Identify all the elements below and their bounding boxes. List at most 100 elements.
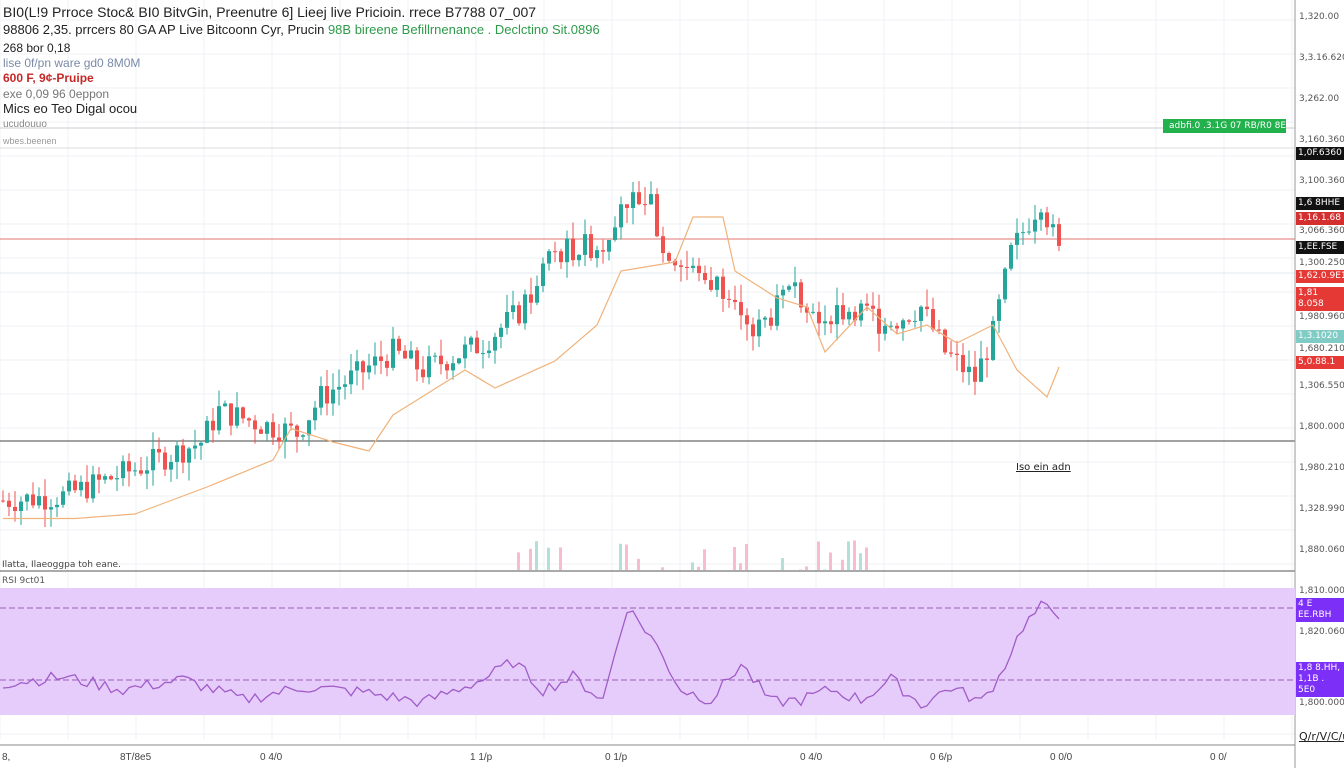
time-axis-label: 0 0/0: [1050, 752, 1073, 763]
candle-body: [283, 423, 287, 442]
price-axis-label: 1,800.000: [1299, 698, 1344, 708]
candle-body: [223, 403, 227, 407]
price-tag: 1,81 8.058: [1296, 287, 1344, 311]
chart-title: BI0(L!9 Prroce Stoc& BI0 BitvGin, Preenu…: [3, 4, 537, 20]
candle-body: [811, 311, 815, 313]
candle-body: [1015, 232, 1019, 245]
candle-body: [151, 448, 155, 471]
candle-body: [85, 481, 89, 499]
candle-body: [781, 289, 785, 296]
candle-body: [55, 504, 59, 508]
price-tag: 1,8 8.HH, 1,1B . 5E0: [1296, 662, 1344, 697]
price-axis-label: 1,880.060: [1299, 545, 1344, 555]
settings-button[interactable]: Q/r/V/C/u: [1299, 730, 1344, 743]
candle-body: [307, 420, 311, 436]
candle-body: [961, 355, 965, 373]
volume-bar: [847, 541, 850, 570]
candle-body: [535, 286, 539, 303]
rsi-label: RSI 9ct01: [2, 576, 46, 586]
volume-bar: [805, 566, 808, 570]
candle-body: [577, 254, 581, 261]
candle-body: [1045, 212, 1049, 228]
mid-label: Iso ein adn: [1016, 462, 1071, 473]
candle-body: [373, 356, 377, 366]
volume-bar: [829, 552, 832, 570]
candle-body: [1057, 224, 1061, 246]
candle-body: [991, 320, 995, 360]
price-axis-label: 3,160.360: [1299, 135, 1344, 145]
price-axis-label: 3,100.360: [1299, 176, 1344, 186]
candle-body: [517, 305, 521, 324]
candle-body: [757, 319, 761, 337]
candle-body: [211, 420, 215, 431]
candle-body: [349, 370, 353, 385]
price-axis-label: 1,810.000: [1299, 586, 1344, 596]
candle-body: [835, 305, 839, 325]
candle-body: [127, 461, 131, 472]
candle-body: [277, 437, 281, 442]
price-tag: 1,6 8HHE: [1296, 197, 1344, 210]
candle-body: [979, 358, 983, 382]
candle-body: [121, 461, 125, 479]
candle-body: [703, 273, 707, 281]
candle-body: [565, 238, 569, 263]
volume-bar: [529, 548, 532, 570]
candle-body: [583, 234, 587, 255]
candle-body: [247, 418, 251, 421]
candle-body: [175, 445, 179, 462]
candle-body: [1021, 232, 1025, 234]
candle-body: [433, 355, 437, 357]
price-axis-label: 1,300.250: [1299, 258, 1344, 268]
candle-body: [931, 309, 935, 330]
candle-body: [697, 265, 701, 274]
candle-body: [751, 324, 755, 337]
candle-body: [97, 474, 101, 480]
candle-body: [823, 321, 827, 324]
candle-body: [451, 363, 455, 371]
volume-bar: [547, 547, 550, 570]
candle-body: [235, 407, 239, 426]
candle-body: [157, 448, 161, 453]
candle-body: [571, 238, 575, 261]
candle-body: [13, 506, 17, 511]
candle-body: [385, 361, 389, 368]
candle-body: [313, 407, 317, 421]
candle-body: [301, 435, 305, 437]
volume-bar: [691, 562, 694, 570]
candle-body: [205, 420, 209, 443]
candle-body: [943, 329, 947, 353]
candle-body: [67, 480, 71, 492]
green-price-tag: adbfi.0 .3.1G 07 RB/R0 8E8.E0 38: [1163, 119, 1286, 133]
candle-body: [73, 480, 77, 491]
candle-body: [397, 338, 401, 351]
candle-body: [463, 344, 467, 359]
candle-body: [805, 307, 809, 313]
volume-bar: [865, 547, 868, 570]
candle-body: [7, 500, 11, 507]
candle-body: [337, 386, 341, 390]
candle-body: [799, 282, 803, 308]
moving-average-line: [3, 216, 1060, 520]
price-axis-label: 1,800.000: [1299, 422, 1344, 432]
candle-body: [559, 251, 563, 263]
candle-body: [469, 337, 473, 345]
candle-body: [1, 500, 5, 502]
candle-body: [367, 365, 371, 373]
indicator-line: exe 0,09 96 0eppon: [3, 87, 110, 101]
candle-body: [529, 294, 533, 303]
candle-body: [1033, 219, 1037, 232]
volume-bar: [703, 549, 706, 570]
candle-body: [865, 303, 869, 306]
volume-bar: [817, 541, 820, 570]
candle-body: [631, 192, 635, 208]
volume-bar: [733, 547, 736, 570]
rsi-line: [2, 600, 1060, 709]
candle-body: [505, 311, 509, 328]
candle-body: [445, 364, 449, 371]
candle-body: [973, 366, 977, 382]
candle-body: [901, 320, 905, 329]
candle-body: [289, 423, 293, 426]
candle-body: [271, 422, 275, 438]
candle-body: [889, 325, 893, 327]
